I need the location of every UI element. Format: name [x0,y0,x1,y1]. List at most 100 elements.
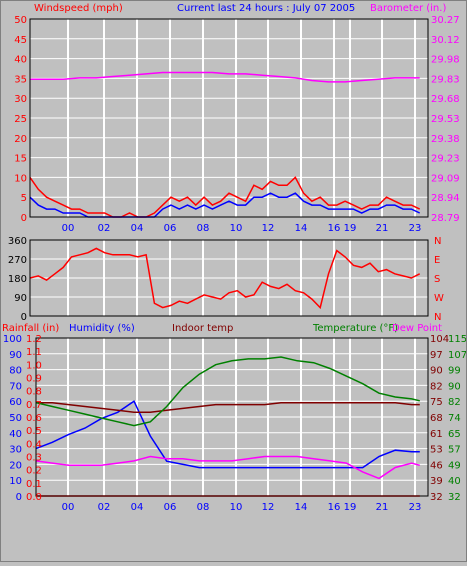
temperature-tick-label: 40 [448,476,461,487]
rainfall-tick-label: 0.0 [26,492,42,503]
climate-panel-time-label: 10 [230,502,243,513]
wind-panel-time-label: 12 [262,223,275,234]
rainfall-tick-label: 1.0 [26,360,42,371]
temperature-tick-label: 99 [448,366,461,377]
windspeed-tick-label: 5 [21,193,27,204]
wind-panel-time-label: 02 [98,223,111,234]
barometer-axis-title: Barometer (in.) [370,3,446,14]
humidity-tick-label: 70 [9,381,22,392]
wind-panel-time-label: 08 [197,223,210,234]
chart-title: Current last 24 hours : July 07 2005 [177,3,355,14]
dew-point-tick-label: 82 [430,381,443,392]
compass-label: E [434,255,440,266]
barometer-tick-label: 28.94 [431,193,460,204]
dew-point-tick-label: 97 [430,350,443,361]
humidity-axis-title: Humidity (%) [69,323,135,334]
temperature-tick-label: 74 [448,413,461,424]
rainfall-tick-label: 0.5 [26,426,42,437]
wind-direction-line [29,247,421,310]
windspeed-tick-label: 10 [14,173,27,184]
indoor-temp-line [36,401,420,413]
climate-panel-time-label: 04 [131,502,144,513]
rainfall-tick-label: 0.1 [26,479,42,490]
temperature-axis-title: Temperature (°F) [312,323,398,334]
rainfall-tick-label: 0.8 [26,387,42,398]
wind-panel-time-label: 21 [376,223,389,234]
rainfall-tick-label: 0.6 [26,413,42,424]
direction-degree-label: 0 [21,312,27,323]
direction-panel-frame [29,239,429,317]
wind-panel-time-label: 06 [164,223,177,234]
temperature-tick-label: 107 [448,350,467,361]
barometer-tick-label: 30.27 [431,15,460,26]
climate-panel-time-label: 14 [295,502,308,513]
windspeed-tick-label: 35 [14,74,27,85]
temperature-tick-label: 49 [448,460,461,471]
dew-point-axis-title: Dew Point [392,323,442,334]
humidity-tick-label: 100 [3,334,22,345]
rainfall-tick-label: 0.2 [26,466,42,477]
windspeed-tick-label: 15 [14,154,27,165]
humidity-tick-label: 20 [9,460,22,471]
barometer-tick-label: 29.38 [431,134,460,145]
humidity-tick-label: 90 [9,350,22,361]
humidity-tick-label: 50 [9,413,22,424]
rainfall-tick-label: 0.7 [26,400,42,411]
climate-panel-frame [35,337,429,497]
compass-label: N [434,312,441,323]
temperature-tick-label: 82 [448,397,461,408]
temperature-tick-label: 115 [448,334,467,345]
compass-label: W [434,293,444,304]
dew-point-tick-label: 46 [430,460,443,471]
climate-panel-time-label: 21 [376,502,389,513]
wind-panel-time-label: 19 [344,223,357,234]
barometer-tick-label: 29.09 [431,173,460,184]
dew-point-tick-label: 75 [430,397,443,408]
windspeed-tick-label: 45 [14,35,27,46]
barometer-tick-label: 29.83 [431,74,460,85]
dew-point-tick-label: 61 [430,429,443,440]
windspeed-tick-label: 40 [14,55,27,66]
climate-panel-time-label: 08 [197,502,210,513]
rainfall-tick-label: 0.4 [26,439,42,450]
humidity-tick-label: 30 [9,445,22,456]
rainfall-tick-label: 1.2 [26,334,42,345]
windspeed-axis-title: Windspeed (mph) [34,3,123,14]
climate-panel-time-label: 16 [328,502,341,513]
wind-panel-time-label: 16 [328,223,341,234]
barometer-tick-label: 30.12 [431,35,460,46]
barometer-tick-label: 29.68 [431,94,460,105]
wind-panel-time-label: 23 [409,223,422,234]
direction-degree-label: 360 [8,236,27,247]
rainfall-tick-label: 0.9 [26,374,42,385]
windspeed-tick-label: 25 [14,114,27,125]
compass-label: N [434,236,441,247]
barometer-tick-label: 29.23 [431,154,460,165]
climate-panel-time-label: 02 [98,502,111,513]
barometer-tick-label: 29.98 [431,55,460,66]
humidity-tick-label: 10 [9,476,22,487]
windspeed-line [29,176,421,218]
humidity-tick-label: 40 [9,429,22,440]
climate-panel-time-label: 12 [262,502,275,513]
dew-point-tick-label: 104 [430,334,449,345]
humidity-tick-label: 60 [9,397,22,408]
rainfall-tick-label: 0.3 [26,453,42,464]
direction-degree-label: 180 [8,274,27,285]
wind-panel-time-label: 00 [62,223,75,234]
dew-point-tick-label: 68 [430,413,443,424]
dew-point-tick-label: 90 [430,366,443,377]
humidity-tick-label: 80 [9,366,22,377]
windspeed-tick-label: 50 [14,15,27,26]
direction-degree-label: 90 [14,293,27,304]
indoor-temp-axis-title: Indoor temp [172,323,233,334]
dew-point-tick-label: 39 [430,476,443,487]
temperature-tick-label: 65 [448,429,461,440]
temperature-tick-label: 57 [448,445,461,456]
temperature-line [35,356,420,427]
rainfall-axis-title: Rainfall (in) [2,323,59,334]
barometer-tick-label: 29.53 [431,114,460,125]
dew-point-tick-label: 32 [430,492,443,503]
